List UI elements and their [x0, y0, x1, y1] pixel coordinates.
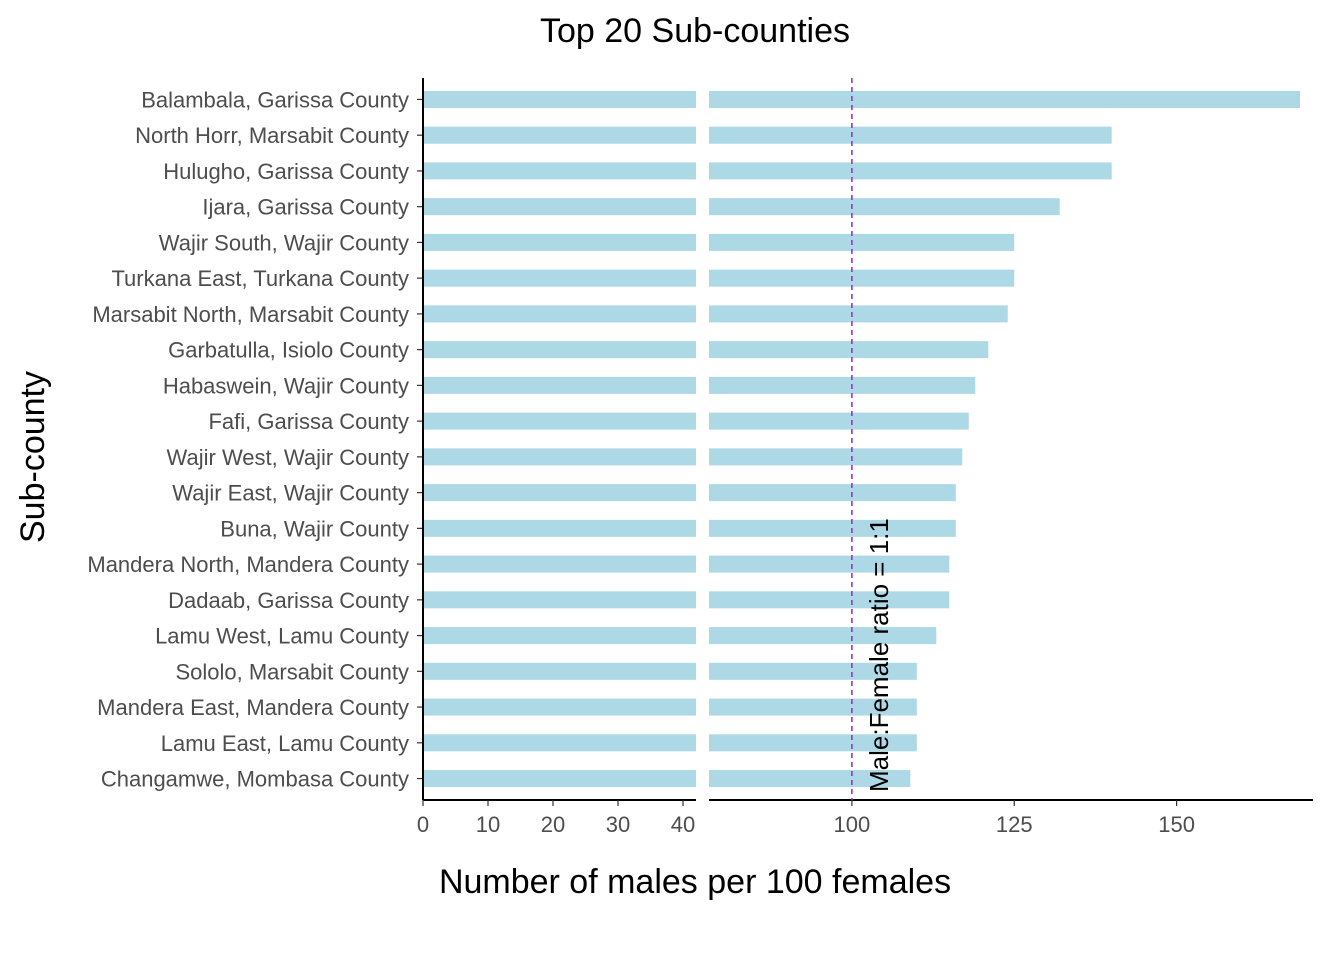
- bar-left-segment: [423, 305, 696, 323]
- category-label: Wajir East, Wajir County: [172, 481, 409, 506]
- x-tick-label: 100: [834, 812, 871, 837]
- category-label: Hulugho, Garissa County: [163, 159, 409, 184]
- x-tick-label: 40: [671, 812, 695, 837]
- bar-left-segment: [423, 698, 696, 716]
- bar: [709, 698, 917, 716]
- reference-line-label: Male:Female ratio = 1:1: [864, 518, 894, 792]
- category-label: Wajir West, Wajir County: [167, 445, 409, 470]
- category-label: Marsabit North, Marsabit County: [92, 302, 409, 327]
- category-label: Turkana East, Turkana County: [111, 266, 409, 291]
- bar: [709, 448, 963, 466]
- labels-layer: Balambala, Garissa County North Horr, Mar…: [87, 87, 1195, 837]
- bar: [709, 376, 976, 394]
- category-label: Fafi, Garissa County: [208, 409, 409, 434]
- category-label: Changamwe, Mombasa County: [101, 767, 409, 792]
- bar: [709, 305, 1008, 323]
- bar: [709, 341, 989, 359]
- bar-left-segment: [423, 126, 696, 144]
- bar: [709, 126, 1112, 144]
- bar: [709, 627, 937, 645]
- bar-left-segment: [423, 734, 696, 752]
- category-label: Balambala, Garissa County: [141, 87, 409, 112]
- bar-left-segment: [423, 233, 696, 251]
- category-label: Garbatulla, Isiolo County: [168, 338, 409, 363]
- bar: [709, 412, 969, 430]
- category-label: Habaswein, Wajir County: [163, 373, 409, 398]
- bar-left-segment: [423, 341, 696, 359]
- bar: [709, 233, 1015, 251]
- bar: [709, 90, 1301, 108]
- category-label: Mandera East, Mandera County: [97, 695, 409, 720]
- bar-left-segment: [423, 448, 696, 466]
- bar-left-segment: [423, 591, 696, 609]
- category-label: Dadaab, Garissa County: [168, 588, 409, 613]
- x-axis-title: Number of males per 100 females: [439, 863, 951, 901]
- category-label: Lamu East, Lamu County: [161, 731, 409, 756]
- x-tick-label: 125: [996, 812, 1033, 837]
- bar: [709, 269, 1015, 287]
- bar-left-segment: [423, 162, 696, 180]
- category-label: Wajir South, Wajir County: [159, 230, 409, 255]
- x-tick-label: 30: [606, 812, 630, 837]
- bar-left-segment: [423, 662, 696, 680]
- bar: [709, 484, 956, 502]
- bar-left-segment: [423, 269, 696, 287]
- x-tick-label: 20: [541, 812, 565, 837]
- category-label: Lamu West, Lamu County: [155, 624, 409, 649]
- x-tick-label: 10: [476, 812, 500, 837]
- chart-title: Top 20 Sub-counties: [540, 12, 850, 50]
- bar-left-segment: [423, 555, 696, 573]
- bars-layer: [423, 90, 1301, 788]
- bar: [709, 591, 950, 609]
- bar-left-segment: [423, 519, 696, 537]
- bar: [709, 770, 911, 788]
- x-tick-label: 0: [417, 812, 429, 837]
- bar-left-segment: [423, 376, 696, 394]
- bar: [709, 162, 1112, 180]
- category-label: North Horr, Marsabit County: [135, 123, 409, 148]
- y-axis-title: Sub-county: [14, 371, 52, 543]
- axes-layer: [417, 78, 1313, 806]
- reference-layer: Male:Female ratio = 1:1: [851, 78, 894, 800]
- bar-left-segment: [423, 90, 696, 108]
- category-label: Ijara, Garissa County: [202, 195, 409, 220]
- bar: [709, 198, 1060, 216]
- bar-left-segment: [423, 770, 696, 788]
- bar: [709, 519, 956, 537]
- bar: [709, 555, 950, 573]
- category-label: Buna, Wajir County: [220, 516, 409, 541]
- x-tick-label: 150: [1158, 812, 1195, 837]
- bar-left-segment: [423, 627, 696, 645]
- bar-left-segment: [423, 484, 696, 502]
- bar-left-segment: [423, 412, 696, 430]
- bar: [709, 662, 917, 680]
- bar-left-segment: [423, 198, 696, 216]
- bar: [709, 734, 917, 752]
- category-label: Mandera North, Mandera County: [87, 552, 409, 577]
- category-label: Sololo, Marsabit County: [175, 659, 409, 684]
